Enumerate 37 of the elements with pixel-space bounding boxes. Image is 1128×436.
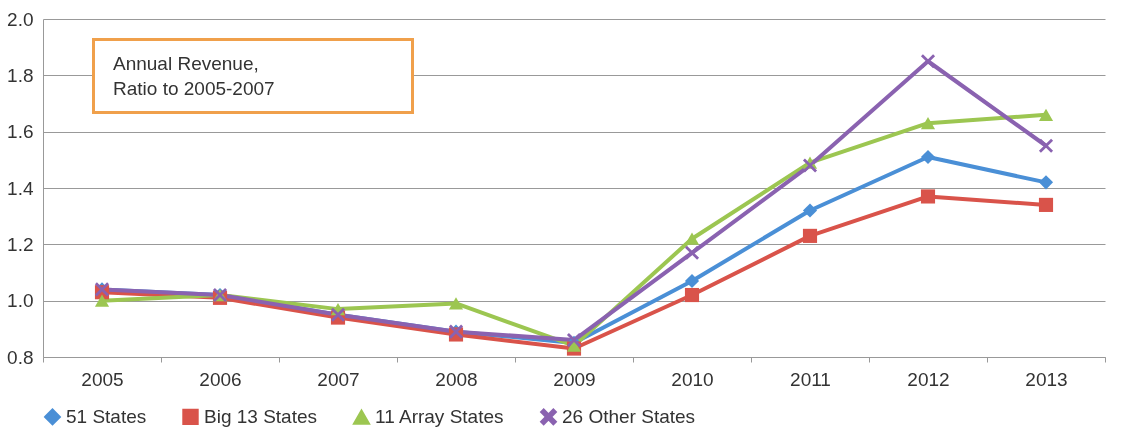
y-tick-label: 1.2	[7, 233, 34, 255]
point	[802, 158, 818, 173]
point	[802, 228, 818, 243]
legend-label: Big 13 States	[204, 405, 318, 427]
point	[684, 287, 700, 303]
point	[920, 189, 936, 204]
point	[920, 54, 936, 69]
point	[684, 273, 700, 289]
point	[684, 245, 700, 260]
legend-label: 11 Array States	[375, 406, 504, 428]
x-tick-label: 2005	[81, 368, 124, 390]
text-box: Annual Revenue, Ratio to 2005-2007	[92, 38, 414, 114]
x-tick-label: 2011	[790, 368, 831, 390]
point	[1038, 138, 1054, 153]
x-tick-label: 2013	[1025, 368, 1068, 390]
legend-label: 51 States	[66, 405, 147, 427]
point	[1038, 197, 1054, 212]
y-tick-label: 1.8	[7, 64, 34, 86]
y-tick-label: 2.0	[7, 8, 34, 30]
x-tick-label: 2010	[671, 368, 714, 390]
point	[1038, 108, 1054, 121]
y-tick-label: 1.0	[7, 290, 34, 312]
legend-label: 26 Other States	[562, 405, 696, 427]
y-tick-label: 0.8	[7, 346, 34, 368]
point	[1038, 175, 1054, 190]
y-tick-label: 1.4	[7, 177, 34, 199]
point	[802, 203, 818, 218]
point	[920, 117, 936, 130]
point	[94, 294, 110, 307]
y-tick-label: 1.6	[7, 121, 34, 143]
x-tick-label: 2006	[199, 368, 242, 390]
x-tick-label: 2007	[317, 368, 360, 390]
x-tick-label: 2009	[553, 368, 596, 390]
x-tick-label: 2008	[435, 368, 478, 390]
x-tick-label: 2012	[907, 368, 950, 390]
point	[448, 297, 464, 310]
point	[920, 149, 936, 165]
